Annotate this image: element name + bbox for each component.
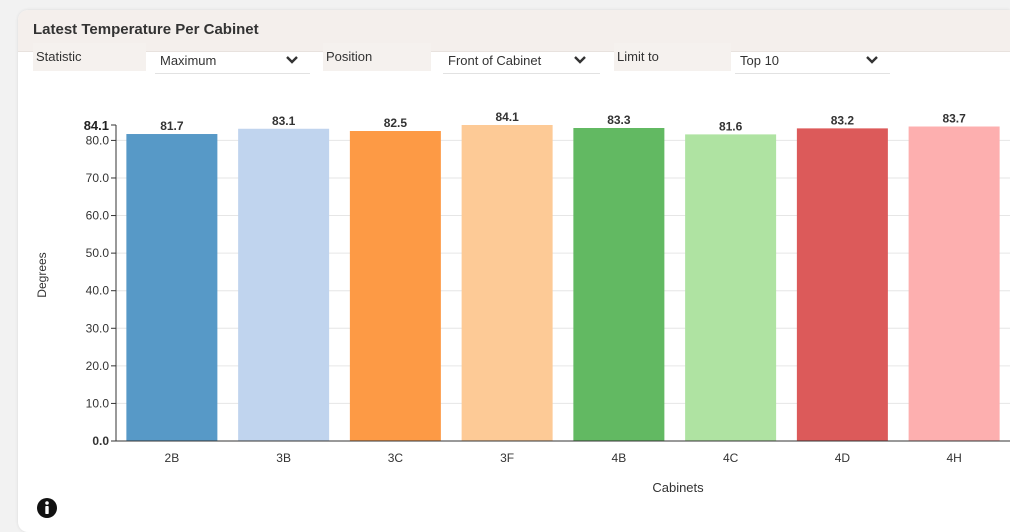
limit-value: Top 10: [740, 53, 780, 68]
y-tick-label: 10.0: [86, 396, 110, 410]
data-label: 83.7: [942, 112, 966, 126]
x-tick-label: 3B: [276, 451, 291, 465]
chevron-down-icon: [866, 56, 878, 64]
data-label: 83.3: [607, 113, 631, 127]
data-label: 83.2: [831, 113, 855, 127]
y-tick-label: 20.0: [86, 359, 110, 373]
limit-label: Limit to: [614, 43, 731, 71]
bar: [461, 125, 553, 441]
panel-title: Latest Temperature Per Cabinet: [33, 21, 259, 38]
data-label: 81.7: [160, 119, 184, 133]
y-tick-label: 50.0: [86, 246, 110, 260]
data-label: 82.5: [384, 116, 408, 130]
position-select[interactable]: Front of Cabinet: [443, 46, 600, 74]
position-label: Position: [323, 43, 431, 71]
x-tick-label: 4B: [612, 451, 627, 465]
y-axis-title: Degrees: [35, 252, 49, 297]
panel-header: Latest Temperature Per Cabinet: [18, 10, 1010, 52]
data-label: 83.1: [272, 114, 296, 128]
chevron-down-icon: [286, 56, 298, 64]
limit-select[interactable]: Top 10: [735, 46, 890, 74]
bar: [349, 131, 441, 441]
statistic-label: Statistic: [33, 43, 146, 71]
y-tick-label: 0.0: [92, 434, 109, 448]
y-tick-label: 60.0: [86, 209, 110, 223]
data-label: 84.1: [495, 110, 519, 124]
bar: [685, 134, 777, 441]
y-tick-label: 30.0: [86, 321, 110, 335]
y-max-label: 84.1: [84, 118, 109, 133]
x-tick-label: 2B: [165, 451, 180, 465]
y-tick-label: 80.0: [86, 133, 110, 147]
bar: [238, 128, 330, 441]
x-tick-label: 4D: [835, 451, 851, 465]
y-tick-label: 70.0: [86, 171, 110, 185]
x-tick-label: 3F: [500, 451, 514, 465]
statistic-value: Maximum: [160, 53, 217, 68]
data-label: 81.6: [719, 119, 743, 133]
x-tick-label: 4H: [946, 451, 961, 465]
statistic-select[interactable]: Maximum: [155, 46, 310, 74]
x-tick-label: 4C: [723, 451, 739, 465]
position-value: Front of Cabinet: [448, 53, 542, 68]
bar: [573, 128, 665, 441]
bar: [796, 128, 888, 441]
info-icon[interactable]: [36, 497, 58, 519]
chevron-down-icon: [574, 56, 586, 64]
y-tick-label: 40.0: [86, 284, 110, 298]
bar: [908, 126, 1000, 441]
x-tick-label: 3C: [388, 451, 404, 465]
bar: [126, 134, 218, 442]
x-axis-title: Cabinets: [652, 480, 704, 495]
